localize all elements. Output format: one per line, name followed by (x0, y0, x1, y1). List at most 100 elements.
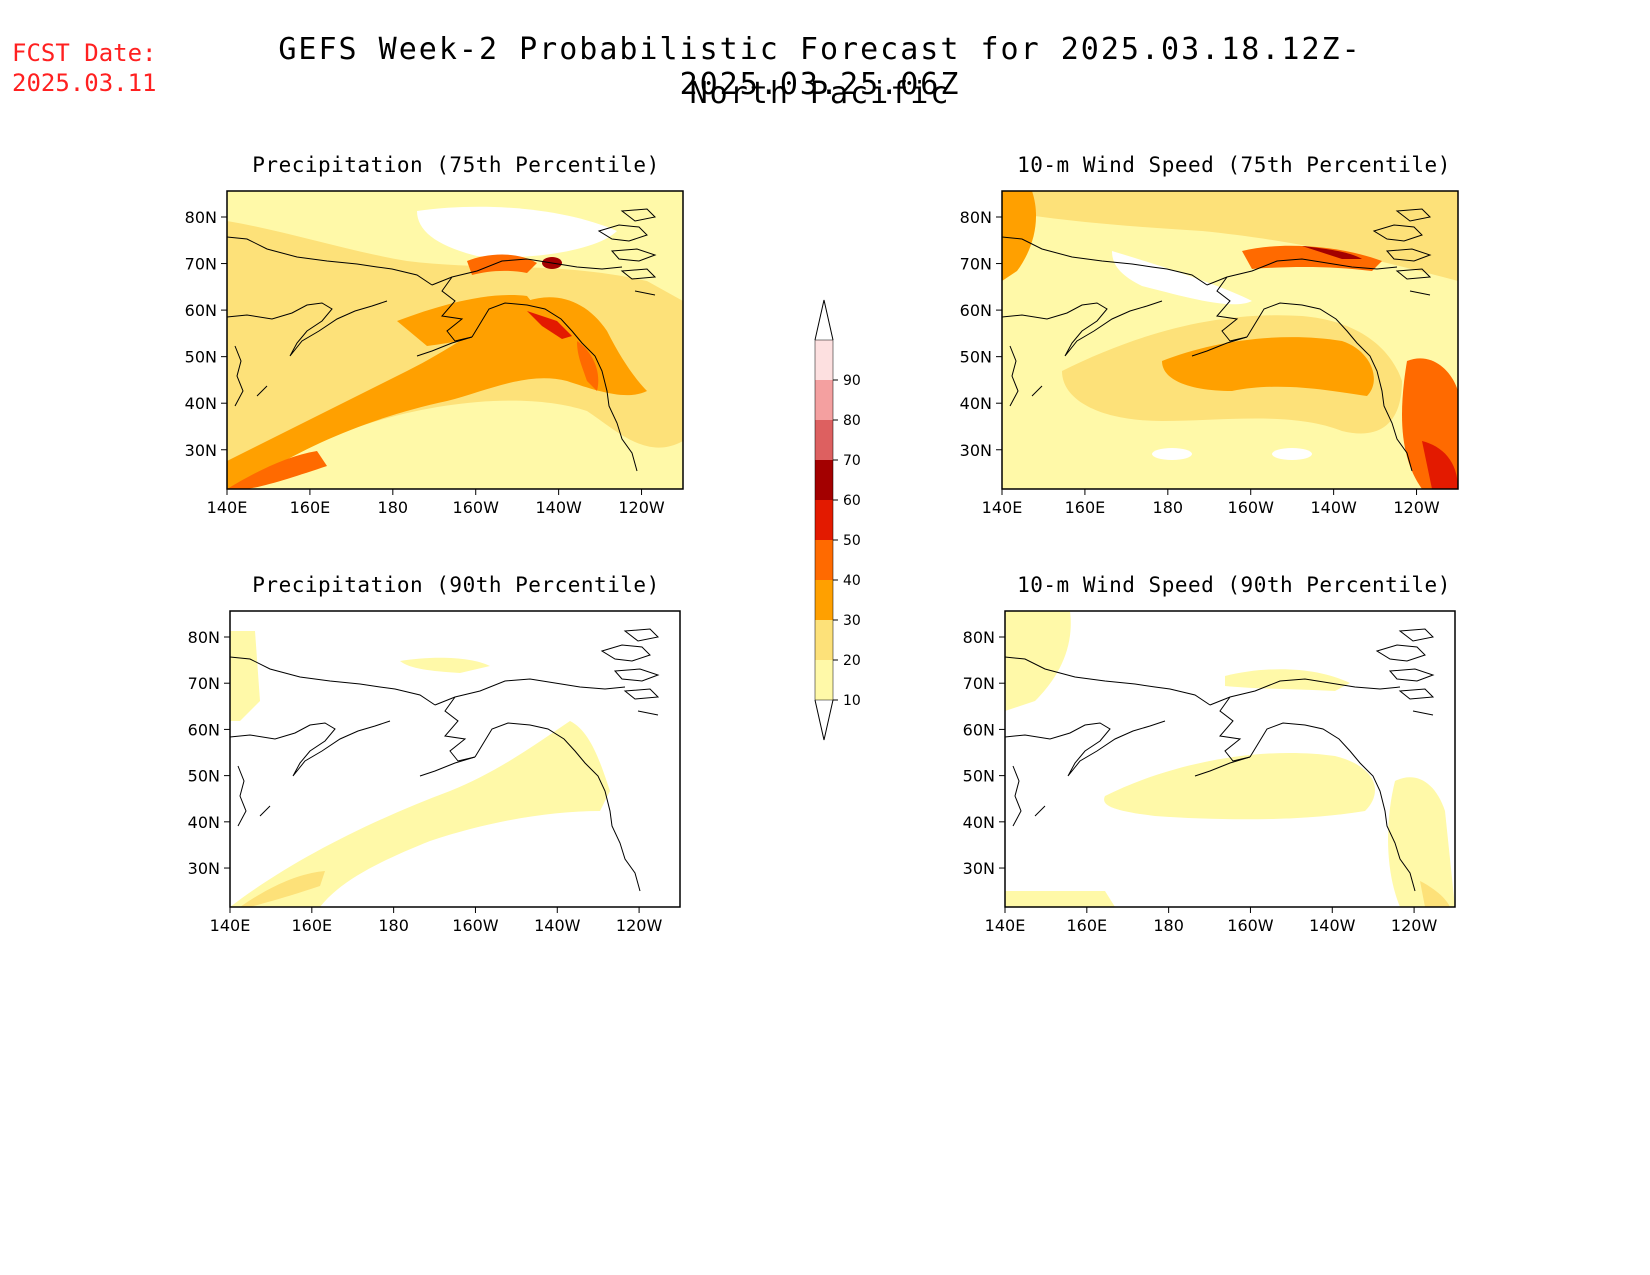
lat-label: 40N (185, 394, 217, 413)
contour-10-b (230, 631, 260, 721)
lon-label: 160W (452, 916, 499, 935)
lat-label: 70N (963, 674, 995, 693)
lat-label: 80N (963, 628, 995, 647)
page-title: GEFS Week-2 Probabilistic Forecast for 2… (278, 32, 1362, 102)
axis-labels: 80N 70N 60N 50N 40N 30N 140E 160E 180 160W 140W 120… (185, 208, 1440, 935)
lon-label: 160W (1227, 916, 1274, 935)
panel-title-wind90: 10-m Wind Speed (90th Percentile) (1017, 573, 1451, 597)
lon-label: 180 (1153, 916, 1184, 935)
colorbar-swatch (815, 580, 833, 620)
lat-label: 70N (188, 674, 220, 693)
contour-20 (240, 871, 325, 907)
colorbar-swatch (815, 420, 833, 460)
lat-label: 60N (963, 720, 995, 739)
lon-label: 140E (207, 498, 248, 517)
lat-label: 50N (963, 767, 995, 786)
colorbar-swatch (815, 500, 833, 540)
colorbar-bottom-extension (814, 699, 834, 741)
lon-label: 140W (1310, 498, 1357, 517)
forecast-date-label: FCST Date: 2025.03.11 (12, 38, 157, 98)
colorbar-swatch (815, 460, 833, 500)
lat-label: 80N (185, 208, 217, 227)
lon-label: 140E (985, 916, 1026, 935)
contour-10 (1005, 611, 1071, 711)
colorbar-label: 70 (843, 453, 861, 469)
colorbar-label: 90 (843, 373, 861, 389)
panel-title-precip90: Precipitation (90th Percentile) (252, 573, 660, 597)
map-panel-precip90 (229, 610, 681, 908)
map-panel-wind75 (1001, 190, 1459, 490)
fcst-date-value: 2025.03.11 (12, 69, 157, 97)
contour-30-b (1162, 337, 1374, 396)
lon-label: 120W (1391, 916, 1438, 935)
lon-label: 140E (982, 498, 1023, 517)
contour-20 (1420, 881, 1450, 907)
colorbar-label: 60 (843, 493, 861, 509)
lon-label: 180 (1153, 498, 1184, 517)
colorbar-swatch (815, 660, 833, 700)
colorbar-swatch (815, 540, 833, 580)
lon-label: 160W (1228, 498, 1275, 517)
lon-label: 120W (1393, 498, 1440, 517)
lon-label: 140W (1309, 916, 1356, 935)
contour-50 (527, 311, 572, 339)
region-subtitle: North Pacific (689, 76, 951, 111)
lat-label: 50N (185, 348, 217, 367)
colorbar: 10 20 30 40 50 60 70 80 90 (814, 299, 861, 741)
lat-label: 70N (960, 255, 992, 274)
colorbar-label: 30 (843, 613, 861, 629)
lat-label: 80N (188, 628, 220, 647)
lat-label: 40N (188, 813, 220, 832)
colorbar-label: 50 (843, 533, 861, 549)
map-panel-wind90 (1004, 610, 1456, 908)
map-panel-precip75 (226, 190, 684, 490)
contour-10-d (1388, 777, 1455, 907)
lat-label: 60N (960, 301, 992, 320)
contour-40 (227, 451, 327, 489)
contour-50 (1422, 441, 1458, 489)
lat-label: 30N (963, 859, 995, 878)
lat-label: 50N (188, 767, 220, 786)
lon-label: 180 (378, 498, 409, 517)
contour-10 (230, 721, 610, 907)
lon-label: 180 (378, 916, 409, 935)
colorbar-swatch (815, 620, 833, 660)
colorbar-swatch (815, 380, 833, 420)
lon-label: 140W (534, 916, 581, 935)
colorbar-label: 10 (843, 693, 861, 709)
map-frame (226, 190, 684, 490)
lat-label: 70N (185, 255, 217, 274)
lat-label: 60N (188, 720, 220, 739)
contour-30 (1002, 191, 1037, 281)
lat-label: 80N (960, 208, 992, 227)
colorbar-label: 40 (843, 573, 861, 589)
map-frame (229, 610, 681, 908)
colorbar-label: 20 (843, 653, 861, 669)
lat-label: 30N (960, 441, 992, 460)
lat-label: 40N (963, 813, 995, 832)
colorbar-top-extension (814, 299, 834, 341)
panel-title-precip75: Precipitation (75th Percentile) (252, 153, 660, 177)
lon-label: 140W (535, 498, 582, 517)
map-frame (1004, 610, 1456, 908)
lon-label: 120W (616, 916, 663, 935)
contour-40-c (577, 341, 599, 391)
lon-label: 160E (291, 916, 332, 935)
lat-label: 40N (960, 394, 992, 413)
lon-label: 140E (210, 916, 251, 935)
lon-label: 160E (290, 498, 331, 517)
contour-30-b (397, 295, 547, 346)
lon-label: 160E (1065, 498, 1106, 517)
low-probability-region (417, 206, 617, 258)
contour-10-e (1005, 891, 1115, 907)
contour-10-c (400, 657, 490, 673)
map-frame (1001, 190, 1459, 490)
contour-10-b (1104, 752, 1375, 820)
lat-label: 60N (185, 301, 217, 320)
colorbar-label: 80 (843, 413, 861, 429)
lon-label: 160W (453, 498, 500, 517)
contour-30 (227, 297, 647, 489)
lat-label: 30N (188, 859, 220, 878)
panel-title-wind75: 10-m Wind Speed (75th Percentile) (1017, 153, 1451, 177)
